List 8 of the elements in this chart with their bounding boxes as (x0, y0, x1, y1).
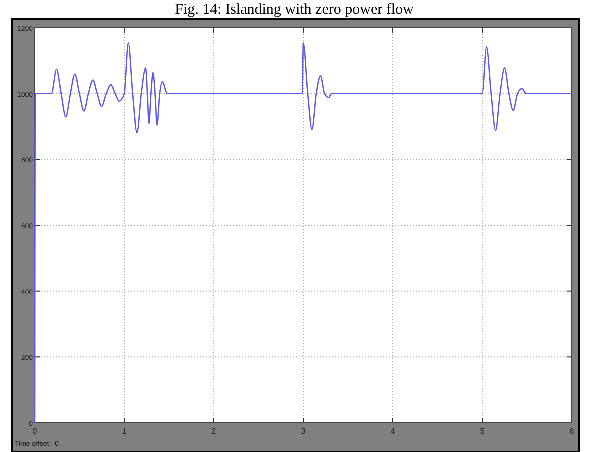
x-tick-label: 5 (480, 427, 486, 436)
x-tick-label: 3 (301, 427, 306, 436)
x-tick-label: 6 (570, 427, 575, 436)
x-tick-label: 2 (212, 427, 217, 436)
x-tick-label: 1 (122, 427, 128, 436)
line-series (34, 42, 573, 424)
x-tick-label: 4 (390, 427, 396, 436)
chart-title: Fig. 14: Islanding with zero power flow (175, 2, 414, 18)
